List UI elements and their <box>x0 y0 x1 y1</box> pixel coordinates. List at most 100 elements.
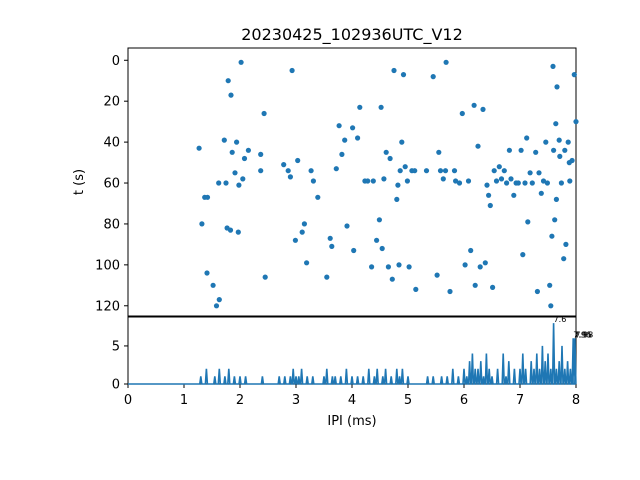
peak-annotation: 7.96 <box>573 330 591 339</box>
scatter-point <box>308 168 314 174</box>
scatter-point <box>387 155 393 162</box>
scatter-point <box>229 149 235 155</box>
scatter-point <box>404 178 410 184</box>
y-tick-label: 0 <box>112 54 120 69</box>
scatter-point <box>487 202 493 209</box>
scatter-point <box>491 168 497 174</box>
scatter-point <box>471 102 477 108</box>
histogram-y-ticks: 05 <box>112 339 128 393</box>
scatter-point <box>540 178 547 184</box>
y-axis-label: t (s) <box>72 169 87 195</box>
scatter-point <box>522 180 528 186</box>
scatter-point <box>236 182 242 188</box>
scatter-point <box>573 119 579 125</box>
scatter-point <box>482 260 488 266</box>
scatter-point <box>295 157 301 164</box>
scatter-point <box>571 72 577 78</box>
scatter-point <box>456 180 463 186</box>
scatter-point <box>369 264 375 270</box>
scatter-panel: 0 20 40 60 80 100 120 t (s) <box>72 47 579 317</box>
y-tick-label: 5 <box>112 339 120 354</box>
y-tick-label: 60 <box>103 177 120 192</box>
scatter-point <box>378 104 384 110</box>
scatter-point <box>465 178 472 184</box>
scatter-point <box>216 180 222 186</box>
scatter-point <box>342 137 348 143</box>
scatter-point <box>204 270 210 276</box>
scatter-point <box>333 166 339 172</box>
scatter-point <box>413 286 419 292</box>
scatter-point <box>389 276 395 282</box>
scatter-point <box>550 63 556 69</box>
x-tick-label: 5 <box>404 393 412 408</box>
y-tick-label: 80 <box>103 217 120 232</box>
scatter-point <box>484 182 490 188</box>
scatter-point <box>536 170 542 176</box>
scatter-point <box>351 247 357 254</box>
scatter-point <box>241 155 248 162</box>
scatter-point <box>245 147 251 153</box>
scatter-point <box>533 149 539 155</box>
y-tick-label: 100 <box>95 258 120 273</box>
scatter-point <box>553 196 560 202</box>
scatter-point <box>285 168 291 174</box>
scatter-point <box>475 143 481 149</box>
scatter-point <box>562 147 568 153</box>
scatter-point <box>551 147 557 153</box>
scatter-point <box>329 243 335 249</box>
scatter-point <box>430 74 436 80</box>
scatter-point <box>556 137 562 143</box>
scatter-point <box>370 178 376 184</box>
scatter-point <box>462 262 468 268</box>
scatter-frame <box>127 47 577 317</box>
scatter-point <box>376 217 382 223</box>
scatter-point <box>292 237 298 243</box>
scatter-point <box>379 245 385 252</box>
scatter-point <box>558 180 565 186</box>
scatter-point <box>515 180 521 186</box>
scatter-point <box>412 168 418 174</box>
scatter-point <box>508 176 514 182</box>
scatter-point <box>238 59 244 65</box>
x-tick-label: 2 <box>236 393 244 408</box>
x-tick-label: 6 <box>460 393 468 408</box>
scatter-point <box>553 121 559 127</box>
scatter-point <box>310 178 316 184</box>
scatter-point <box>355 135 361 141</box>
scatter-point <box>557 153 563 159</box>
scatter-point <box>381 176 387 182</box>
scatter-point <box>548 303 554 309</box>
scatter-point <box>258 151 264 157</box>
scatter-point <box>518 147 524 153</box>
scatter-point <box>436 149 442 155</box>
x-axis-label: IPI (ms) <box>327 414 376 429</box>
scatter-point <box>261 110 267 117</box>
scatter-point <box>543 139 549 145</box>
scatter-point <box>204 194 211 200</box>
scatter-point <box>527 170 533 176</box>
scatter-point <box>228 92 234 98</box>
scatter-point <box>301 221 307 227</box>
scatter-point <box>434 272 440 278</box>
histogram-x-ticks: 0 1 2 3 4 5 6 7 8 <box>124 384 580 408</box>
scatter-point <box>459 110 465 117</box>
scatter-point <box>534 288 541 295</box>
scatter-point <box>552 217 558 223</box>
scatter-y-ticks: 0 20 40 60 80 100 120 <box>95 54 128 314</box>
y-tick-label: 0 <box>112 378 120 393</box>
scatter-point <box>486 192 492 198</box>
peak-annotation: 7.98 <box>575 330 593 339</box>
scatter-point <box>391 67 397 74</box>
scatter-point <box>451 168 458 174</box>
histogram-line <box>128 323 577 385</box>
scatter-point <box>235 229 241 235</box>
scatter-point <box>396 262 402 268</box>
x-tick-label: 3 <box>292 393 300 408</box>
scatter-points <box>196 59 579 309</box>
scatter-point <box>524 135 530 141</box>
scatter-point <box>453 178 459 184</box>
scatter-point <box>549 233 555 239</box>
peak-annotation: 7.6 <box>554 315 567 324</box>
scatter-point <box>336 123 342 129</box>
